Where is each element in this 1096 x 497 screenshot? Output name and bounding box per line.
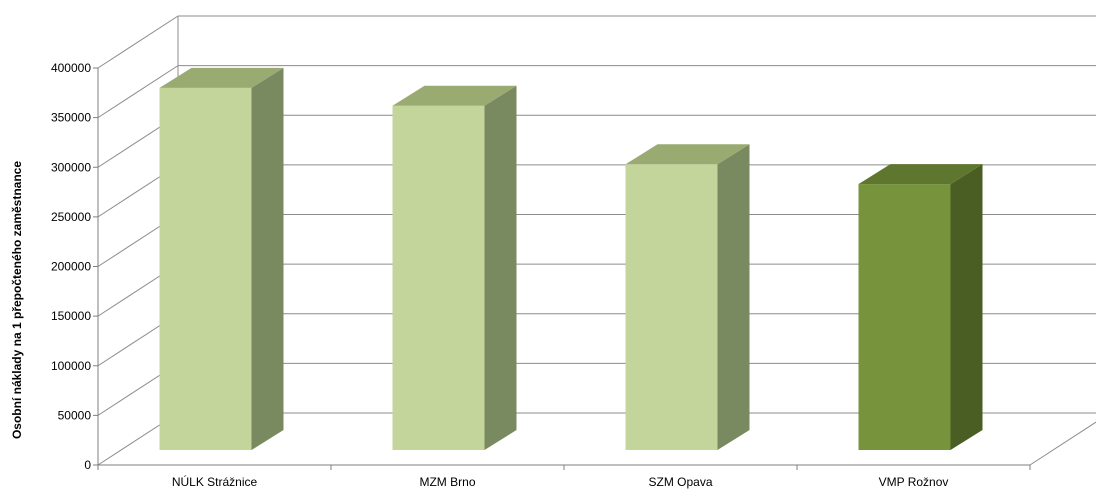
y-tick-label: 100000 — [51, 359, 91, 373]
bar-top — [625, 144, 750, 165]
bar-3 — [625, 144, 750, 450]
x-tick-label: VMP Rožnov — [879, 475, 949, 489]
y-tick-label: 350000 — [51, 111, 91, 125]
bar-1 — [159, 67, 284, 450]
bar-front — [392, 105, 485, 450]
y-axis-title: Osobní náklady na 1 přepočteného zaměstn… — [10, 161, 24, 439]
gridline-side — [97, 15, 179, 69]
gridline-side — [97, 65, 179, 119]
y-tick-label: 0 — [84, 458, 91, 472]
y-tick-label: 300000 — [51, 160, 91, 174]
bar-front — [159, 87, 252, 450]
bar-2 — [392, 85, 517, 450]
y-tick-label: 250000 — [51, 210, 91, 224]
y-tick-labels: 0 50000 100000 150000 200000 250000 300000 3500… — [51, 61, 91, 472]
y-tick-label: 400000 — [51, 61, 91, 75]
y-tick-label: 150000 — [51, 309, 91, 323]
bar-top — [392, 85, 517, 106]
bar-side — [251, 67, 284, 450]
bar-side — [484, 85, 517, 450]
x-tick-label: NÚLK Strážnice — [172, 474, 258, 489]
y-tick-label: 200000 — [51, 260, 91, 274]
bar-side — [717, 144, 750, 450]
bar-top — [858, 164, 983, 185]
bar-front — [858, 184, 951, 450]
x-tick-label: MZM Brno — [419, 475, 475, 489]
y-tick-label: 50000 — [58, 408, 92, 422]
bar-4 — [858, 164, 983, 450]
x-tick-label: SZM Opava — [648, 475, 712, 489]
floor-edge — [1029, 421, 1096, 466]
bars — [159, 67, 983, 450]
bar-top — [159, 67, 284, 88]
bar-front — [625, 164, 718, 450]
axes — [93, 67, 1031, 470]
x-tick-labels: NÚLK Strážnice MZM Brno SZM Opava VMP Rožno… — [172, 474, 949, 489]
bar-side — [950, 164, 983, 450]
